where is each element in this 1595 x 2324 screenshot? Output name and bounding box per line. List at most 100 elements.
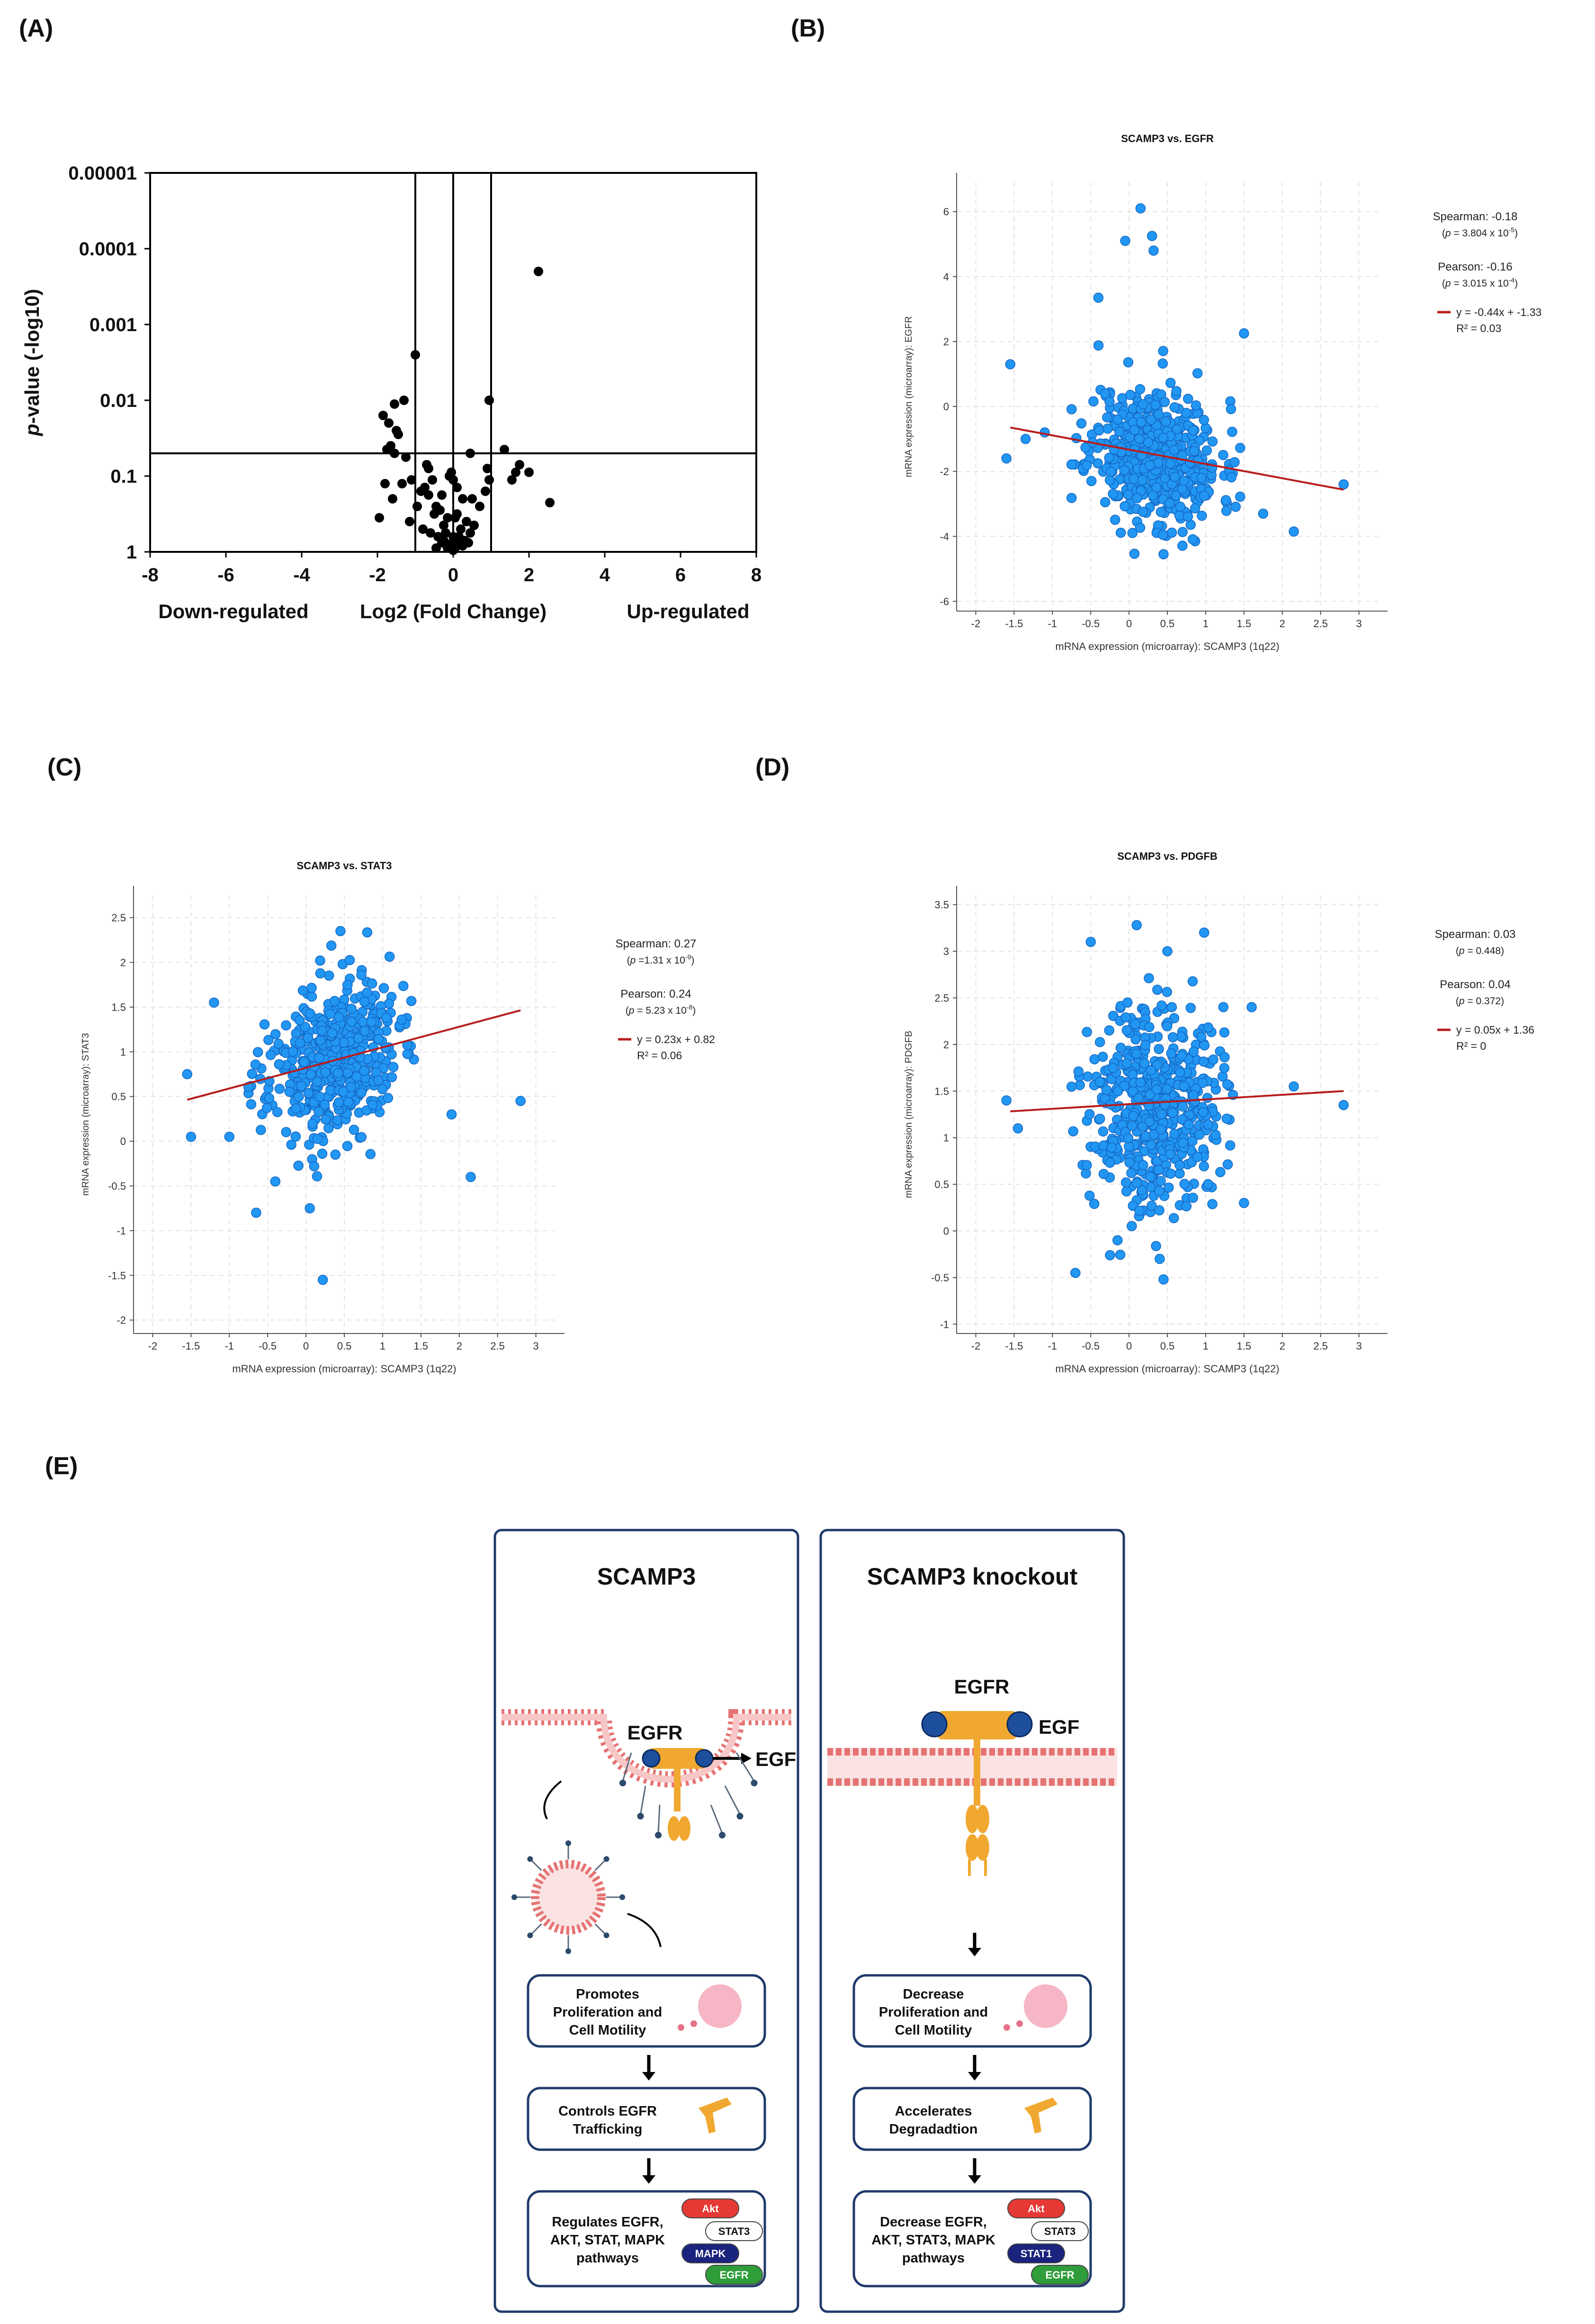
data-point — [456, 524, 466, 534]
data-point — [1127, 1221, 1137, 1231]
x-tick-label: 0 — [448, 565, 458, 586]
data-point — [1104, 475, 1115, 486]
data-point — [1093, 340, 1104, 351]
pathway-box-text: Decrease EGFR, — [880, 2215, 987, 2230]
x-tick-label: 1.5 — [1237, 1340, 1252, 1352]
data-point — [1239, 1198, 1249, 1208]
data-point — [1104, 396, 1115, 407]
data-point — [406, 996, 417, 1006]
y-tick-label: 1.5 — [934, 1085, 949, 1097]
kinase-domain — [678, 1816, 690, 1841]
data-point — [392, 426, 401, 435]
data-point — [1005, 359, 1016, 369]
migrating-cell — [678, 2024, 684, 2031]
membrane-spike — [735, 1752, 755, 1782]
data-point — [446, 1109, 457, 1120]
spike-tip — [751, 1780, 758, 1786]
data-point — [1196, 473, 1207, 483]
data-point — [1115, 527, 1126, 538]
pearson-label: Pearson: 0.24 — [620, 988, 691, 1000]
y-tick-label: 6 — [943, 206, 949, 218]
data-point — [484, 396, 494, 405]
pathway-box-text: AKT, STAT, MAPK — [550, 2233, 665, 2248]
membrane-core — [502, 1714, 791, 1783]
data-point — [1203, 1119, 1213, 1130]
x-tick-label: 2.5 — [490, 1340, 505, 1352]
data-point — [342, 1141, 353, 1151]
data-point — [1123, 357, 1134, 368]
scatter-plot-b: -2 -1.5 -1 -0.5 0 0.5 1 1.5 2 2.5 3 -6 -4 -2 0 2 4 6 SCAMP… — [904, 133, 1541, 652]
data-point — [1188, 1192, 1198, 1203]
x-tick-label: 1.5 — [414, 1340, 429, 1352]
data-point — [1196, 1032, 1207, 1042]
data-point — [1115, 1250, 1126, 1260]
data-point — [1199, 1040, 1210, 1051]
x-tick-label: -0.5 — [1082, 1340, 1100, 1352]
vesicle-spike-tip — [565, 1948, 571, 1954]
data-point — [1179, 1081, 1189, 1091]
data-point — [398, 981, 409, 991]
pathway-pill — [1031, 2265, 1089, 2285]
data-point — [1165, 498, 1175, 509]
data-point — [1158, 432, 1168, 443]
data-point — [1100, 497, 1111, 507]
effect-box-text: Cell Motility — [895, 2023, 972, 2038]
vesicle-spike-tip — [527, 1932, 533, 1938]
x-tick-label: -2 — [148, 1340, 158, 1352]
data-point — [296, 1081, 307, 1091]
data-point — [1112, 1086, 1123, 1097]
data-point — [1144, 973, 1154, 983]
data-point — [386, 1072, 397, 1082]
data-point — [1145, 460, 1155, 471]
data-point — [1127, 528, 1138, 538]
data-point — [1156, 1109, 1167, 1120]
data-point — [1066, 493, 1077, 503]
left-column: SCAMP3 EGFR EGF Promotes Proliferation and Ce… — [493, 1529, 799, 2313]
data-point — [1100, 388, 1111, 399]
tumor-cell-cluster — [698, 1984, 742, 2028]
data-point — [1122, 997, 1133, 1008]
stats-legend: Spearman: -0.18 (p = 3.804 x 10-5) Pearson… — [1433, 210, 1542, 334]
data-point — [1221, 505, 1232, 516]
data-point — [1197, 1078, 1208, 1088]
data-point — [305, 1203, 315, 1214]
data-point — [290, 1131, 301, 1142]
data-point — [399, 396, 409, 405]
data-point — [483, 464, 492, 473]
data-point — [1197, 511, 1207, 521]
data-point — [182, 1069, 193, 1080]
x-tick-label: 1 — [380, 1340, 385, 1352]
data-point — [1158, 549, 1169, 559]
receptor-stem — [674, 1769, 681, 1811]
receptor-icon — [1024, 2098, 1057, 2134]
x-tick-label: 0 — [1126, 1340, 1132, 1352]
stats-legend: Spearman: 0.27 (p =1.31 x 10-9) Pearson: 0… — [616, 937, 715, 1062]
data-point — [1147, 1200, 1157, 1211]
pathway-pill-label: STAT1 — [1021, 2248, 1052, 2260]
data-point — [251, 1207, 261, 1218]
y-axis-label: mRNA expression (microarray): STAT3 — [81, 1033, 91, 1196]
effect-box: Promotes Proliferation and Cell Motility — [527, 1974, 766, 2048]
y-tick-label: 3 — [943, 946, 949, 957]
vesicle-spike-tip — [603, 1932, 609, 1938]
egfr-label: EGFR — [627, 1721, 683, 1744]
x-tick-label: -1.5 — [1005, 1340, 1023, 1352]
data-point — [290, 1103, 301, 1114]
data-point — [451, 536, 461, 545]
data-point — [1128, 1111, 1138, 1121]
y-tick-label: 0.00001 — [68, 163, 137, 184]
data-point — [312, 1077, 323, 1087]
panel-label-c: (C) — [47, 754, 82, 781]
spike-tip — [619, 1780, 626, 1786]
data-point — [349, 1125, 359, 1135]
data-point — [390, 449, 399, 458]
panel-label-a: (A) — [19, 15, 54, 42]
data-point — [448, 545, 458, 555]
data-point — [1132, 493, 1142, 504]
spearman-p-value: (p =1.31 x 10-9) — [627, 953, 695, 966]
data-point — [1094, 425, 1104, 436]
x-tick-label: 2 — [524, 565, 534, 586]
x-tick-label: -4 — [293, 565, 310, 586]
pathway-pill-label: Akt — [1028, 2203, 1045, 2215]
regression-equation: y = 0.23x + 0.82 — [637, 1033, 715, 1045]
